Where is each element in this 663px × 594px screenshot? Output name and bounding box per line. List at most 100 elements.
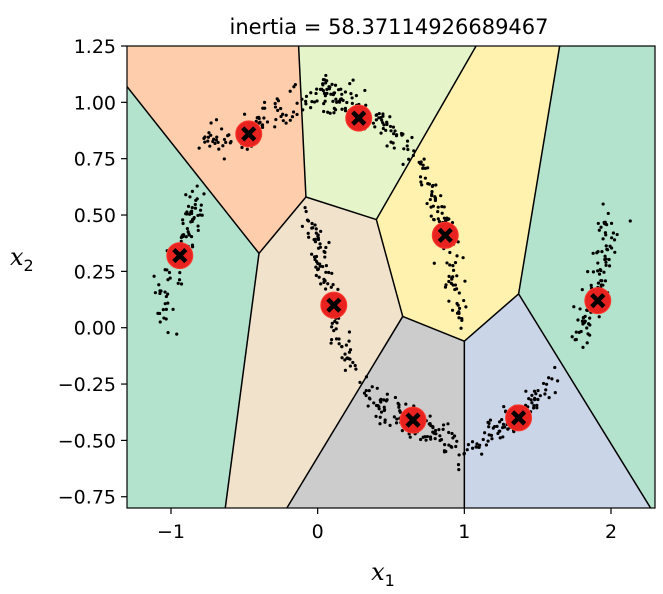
data-point xyxy=(450,431,454,436)
data-point xyxy=(156,311,160,315)
data-point xyxy=(573,338,577,342)
data-point xyxy=(441,427,445,431)
data-point xyxy=(321,83,325,87)
data-point xyxy=(529,398,533,402)
data-point xyxy=(605,222,609,227)
data-point xyxy=(398,409,402,413)
data-point xyxy=(450,220,455,225)
data-point xyxy=(158,291,162,296)
data-point xyxy=(323,255,327,259)
data-point xyxy=(274,117,278,122)
data-point xyxy=(432,261,436,265)
data-point xyxy=(322,109,326,114)
data-point xyxy=(547,376,551,380)
y-tick-label: −0.25 xyxy=(58,374,116,396)
data-point xyxy=(188,195,192,199)
data-point xyxy=(591,270,596,274)
data-point xyxy=(196,224,200,228)
data-point xyxy=(410,135,414,140)
data-point xyxy=(431,183,435,188)
data-point xyxy=(577,330,581,334)
data-point xyxy=(506,427,510,431)
centroid-marker xyxy=(320,291,348,319)
data-point xyxy=(284,121,288,125)
data-point xyxy=(263,106,267,110)
data-point xyxy=(325,91,329,95)
data-point xyxy=(327,270,331,275)
data-point xyxy=(318,264,322,268)
data-point xyxy=(332,329,336,333)
data-point xyxy=(321,264,325,269)
data-point xyxy=(343,106,347,111)
data-point xyxy=(316,234,320,238)
data-point xyxy=(455,274,459,278)
data-point xyxy=(602,270,606,274)
data-point xyxy=(193,202,197,207)
data-point xyxy=(317,275,321,279)
data-point xyxy=(168,276,172,280)
data-point xyxy=(157,283,161,287)
data-point xyxy=(373,125,377,129)
data-point xyxy=(436,210,440,214)
data-point xyxy=(313,237,317,241)
data-point xyxy=(217,147,221,151)
y-axis-label-base: x xyxy=(10,243,24,271)
data-point xyxy=(350,101,354,105)
data-point xyxy=(189,220,193,224)
data-point xyxy=(532,403,536,408)
data-point xyxy=(330,338,334,342)
data-point xyxy=(207,131,211,135)
data-point xyxy=(424,438,428,442)
data-point xyxy=(460,316,464,321)
data-point xyxy=(295,101,299,105)
data-point xyxy=(324,245,328,250)
data-point xyxy=(596,269,600,273)
data-point xyxy=(340,356,344,360)
data-point xyxy=(208,144,212,148)
data-point xyxy=(434,432,438,436)
data-point xyxy=(300,224,304,229)
data-point xyxy=(335,321,339,325)
data-point xyxy=(348,357,352,361)
x-tick-label: 0 xyxy=(312,521,324,543)
data-point xyxy=(323,94,327,98)
data-point xyxy=(502,405,506,409)
data-point xyxy=(242,112,247,116)
data-point xyxy=(185,212,189,216)
data-point xyxy=(585,326,589,330)
data-point xyxy=(602,220,606,225)
data-point xyxy=(364,388,368,393)
data-point xyxy=(184,193,188,197)
data-point xyxy=(273,105,278,109)
data-point xyxy=(164,307,168,311)
data-point xyxy=(379,115,383,120)
data-point xyxy=(457,291,461,295)
data-point xyxy=(203,140,207,144)
region-beige xyxy=(225,196,403,508)
region-green-left xyxy=(127,86,259,508)
data-point xyxy=(459,326,463,330)
data-point xyxy=(392,132,396,136)
y-tick-label: 0.75 xyxy=(74,149,116,171)
data-point xyxy=(388,115,392,119)
plot-inner xyxy=(127,46,655,508)
data-point xyxy=(429,437,433,441)
data-point xyxy=(436,217,440,221)
data-point xyxy=(166,330,170,335)
data-point xyxy=(574,330,578,334)
data-point xyxy=(324,270,328,274)
region-lime xyxy=(298,46,477,220)
data-point xyxy=(310,226,314,230)
data-point xyxy=(405,139,410,143)
data-point xyxy=(220,127,224,131)
y-tick-label: 1.25 xyxy=(74,36,116,58)
data-point xyxy=(490,437,494,441)
decision-boundary xyxy=(258,196,307,254)
data-point xyxy=(600,279,604,283)
data-point xyxy=(337,342,341,346)
data-point xyxy=(196,228,200,233)
data-point xyxy=(323,99,327,103)
data-point xyxy=(611,231,615,235)
data-point xyxy=(167,270,172,275)
data-point xyxy=(304,209,308,214)
